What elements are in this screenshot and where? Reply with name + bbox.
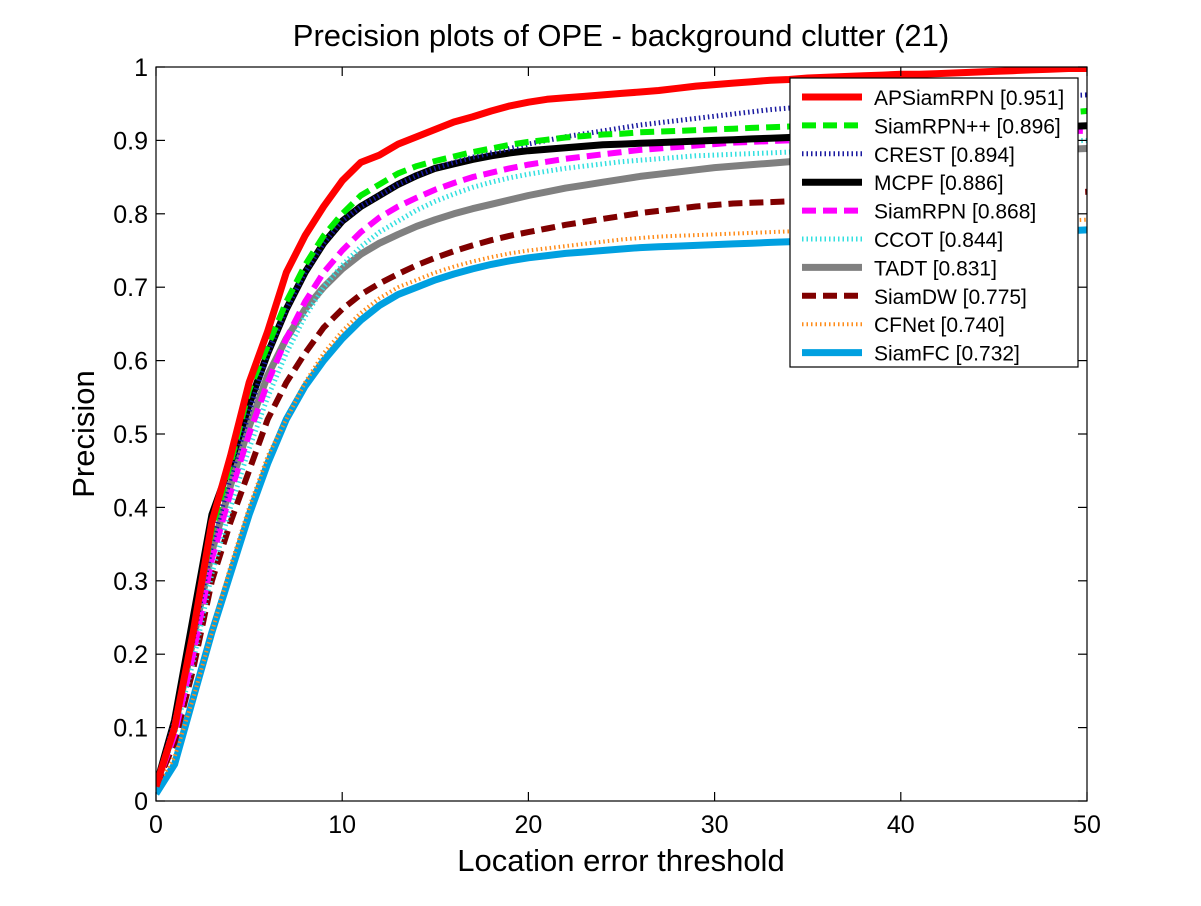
legend-label-3: MCPF [0.886] [874,172,1004,195]
legend-label-0: APSiamRPN [0.951] [874,87,1064,110]
series-line-1 [156,108,1087,788]
y-tick-label-0: 0 [134,788,148,816]
legend-label-8: CFNet [0.740] [874,314,1005,337]
series-line-7 [156,188,1087,788]
y-tick-label-10: 1 [134,54,148,82]
series-line-0 [156,67,1087,788]
y-tick-label-7: 0.7 [113,274,148,302]
legend-label-9: SiamFC [0.732] [874,343,1020,366]
y-tick-label-3: 0.3 [113,568,148,596]
legend-label-6: TADT [0.831] [874,257,997,280]
y-tick-label-9: 0.9 [113,127,148,155]
y-tick-label-4: 0.4 [113,494,148,522]
legend-label-1: SiamRPN++ [0.896] [874,115,1061,138]
x-tick-label-2: 20 [514,811,542,839]
x-tick-label-3: 30 [701,811,729,839]
y-tick-label-6: 0.6 [113,348,148,376]
x-tick-label-0: 0 [149,811,163,839]
y-tick-label-1: 0.1 [113,715,148,743]
legend-label-2: CREST [0.894] [874,144,1015,167]
x-axis-label: Location error threshold [457,843,784,878]
legend-label-7: SiamDW [0.775] [874,286,1027,309]
y-tick-label-2: 0.2 [113,641,148,669]
legend: APSiamRPN [0.951] SiamRPN++ [0.896] CREST … [789,77,1079,368]
x-tick-label-4: 40 [887,811,915,839]
y-tick-label-8: 0.8 [113,201,148,229]
legend-box [789,77,1079,368]
legend-label-5: CCOT [0.844] [874,229,1003,252]
legend-label-4: SiamRPN [0.868] [874,201,1036,224]
x-tick-label-5: 50 [1073,811,1101,839]
y-axis-label: Precision [66,370,101,498]
y-tick-label-5: 0.5 [113,421,148,449]
ticks-layer: 0 10 20 30 40 50 0 0.1 0.2 0.3 0.4 0.5 0.6 0.7 0.8 0.9 1 [113,54,1101,839]
x-tick-label-1: 10 [328,811,356,839]
chart-title: Precision plots of OPE - background clut… [293,18,949,53]
